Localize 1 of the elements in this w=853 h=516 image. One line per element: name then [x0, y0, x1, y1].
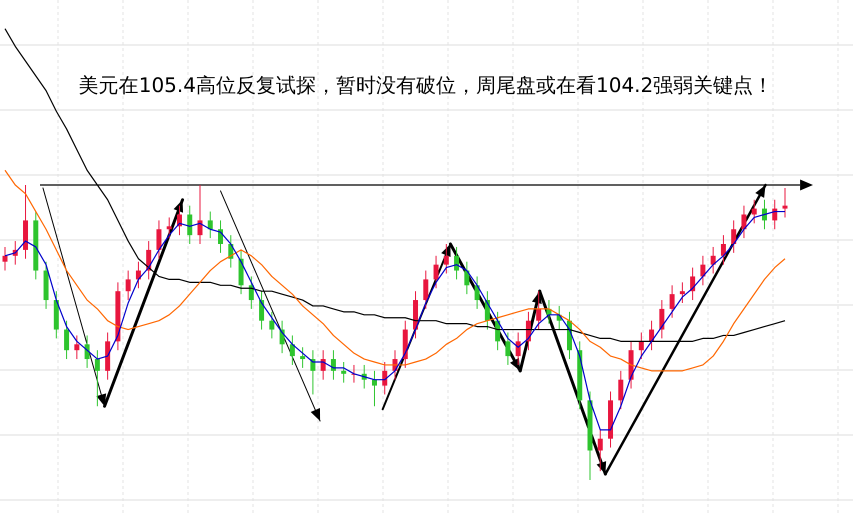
chart-title: 美元在105.4高位反复试探，暂时没有破位，周尾盘或在看104.2强弱关键点！	[78, 73, 774, 97]
